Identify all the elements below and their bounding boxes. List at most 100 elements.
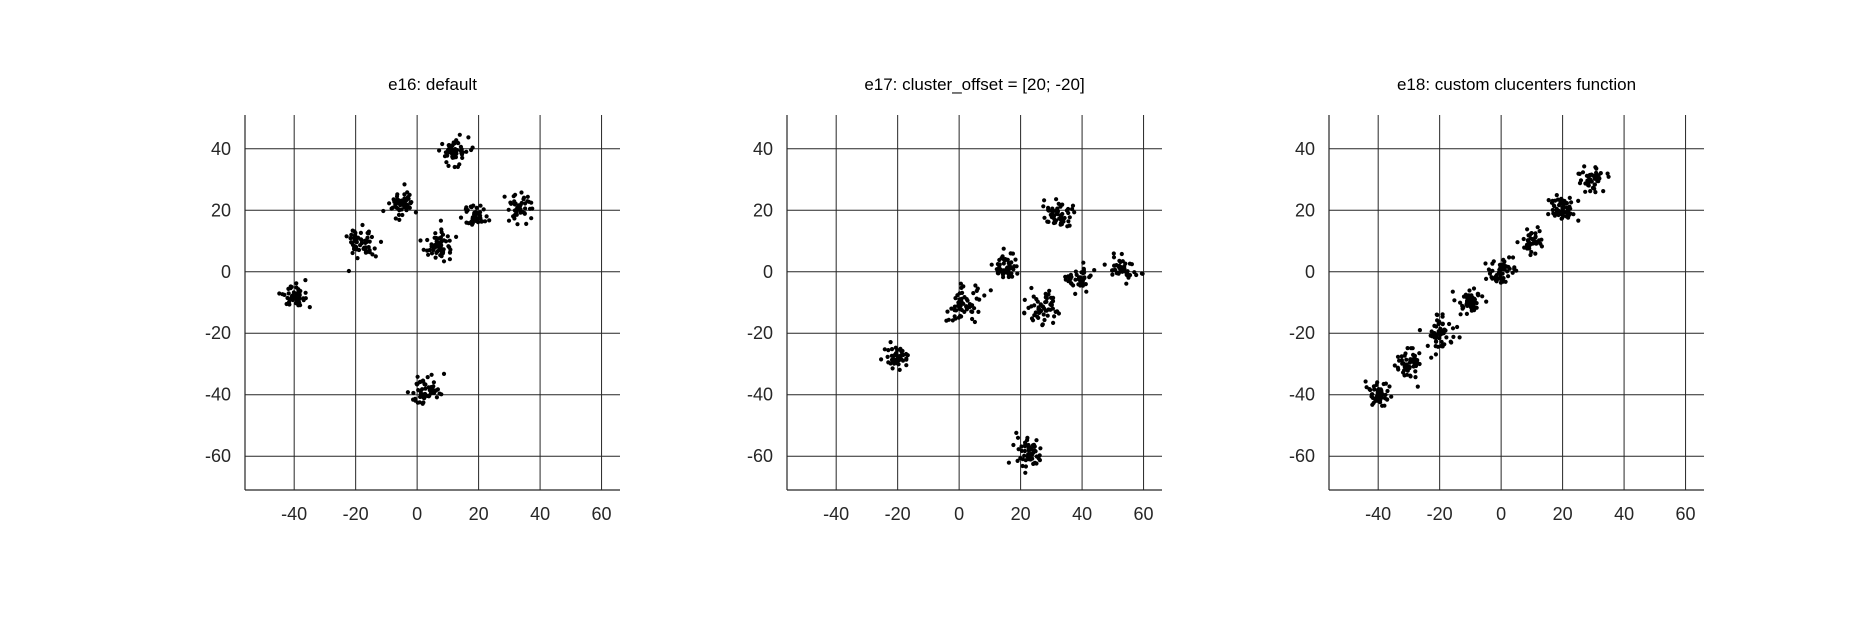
y-tick-label: 0: [763, 262, 773, 282]
data-point: [1061, 216, 1066, 221]
data-point: [1466, 302, 1471, 307]
data-point: [1066, 210, 1071, 216]
data-point: [971, 291, 976, 296]
data-point: [1389, 394, 1394, 399]
data-point: [1580, 170, 1586, 175]
data-point: [1535, 225, 1540, 230]
data-point: [1496, 270, 1501, 275]
data-point: [1063, 277, 1068, 282]
data-point: [1117, 263, 1122, 269]
data-point: [470, 145, 475, 150]
data-point: [1501, 257, 1506, 262]
data-point: [481, 207, 486, 212]
data-point: [1552, 213, 1557, 218]
data-point: [418, 238, 423, 243]
data-point: [1029, 285, 1034, 291]
data-point: [297, 293, 302, 298]
data-point: [450, 143, 455, 148]
data-point: [1460, 306, 1465, 311]
data-point: [1001, 261, 1006, 266]
data-point: [899, 356, 904, 362]
data-point: [1590, 173, 1596, 178]
data-point: [1554, 206, 1559, 212]
data-point: [900, 352, 905, 357]
data-point: [1583, 189, 1588, 194]
data-point: [1476, 293, 1481, 298]
data-point: [1562, 198, 1567, 204]
data-point: [1433, 352, 1438, 357]
data-point: [429, 372, 434, 377]
data-point: [1587, 172, 1592, 178]
data-point: [1486, 267, 1491, 272]
data-point: [1006, 460, 1012, 465]
data-point: [456, 141, 461, 146]
data-point: [888, 340, 893, 345]
data-point: [1455, 324, 1460, 330]
data-point: [1605, 171, 1610, 176]
data-point: [1111, 251, 1116, 256]
data-point: [421, 247, 426, 252]
data-point: [346, 268, 351, 274]
data-point: [1408, 374, 1413, 379]
data-point: [1036, 307, 1041, 312]
data-point: [294, 285, 299, 290]
data-point: [1026, 446, 1031, 451]
data-point: [1051, 295, 1056, 300]
data-point: [454, 234, 459, 239]
data-point: [1593, 190, 1598, 195]
data-point: [976, 309, 981, 314]
data-point: [413, 210, 418, 215]
data-point: [988, 288, 993, 293]
data-point: [1467, 288, 1472, 293]
data-point: [466, 135, 471, 140]
data-point: [439, 243, 444, 248]
y-tick-label: 20: [211, 200, 231, 220]
data-point: [958, 281, 964, 286]
data-point: [1043, 308, 1048, 313]
data-point: [1510, 270, 1515, 275]
data-point: [1417, 361, 1422, 367]
data-point: [1120, 259, 1125, 264]
data-point: [888, 361, 893, 366]
data-point: [440, 141, 445, 147]
data-point: [944, 318, 949, 323]
chart-title: e18: custom clucenters function: [1397, 75, 1636, 94]
data-point: [1450, 289, 1455, 294]
data-point: [1041, 204, 1046, 209]
data-point: [483, 219, 488, 224]
data-point: [882, 347, 887, 352]
data-point: [1047, 288, 1052, 293]
data-point: [1081, 260, 1086, 265]
data-point: [344, 234, 349, 239]
y-tick-label: 40: [1295, 139, 1315, 159]
data-point: [364, 239, 369, 245]
data-point: [1507, 255, 1512, 260]
x-tick-label: 60: [1676, 504, 1696, 524]
data-point: [1001, 246, 1006, 251]
data-point: [470, 215, 475, 220]
chart-title: e16: default: [388, 75, 477, 94]
data-point: [373, 254, 378, 259]
data-point: [895, 361, 900, 366]
data-point: [426, 252, 431, 257]
data-point: [1132, 270, 1137, 275]
data-point: [1550, 207, 1555, 213]
data-point: [1525, 227, 1530, 232]
data-point: [460, 155, 465, 160]
data-point: [1119, 251, 1124, 257]
data-point: [895, 348, 900, 353]
data-point: [1521, 236, 1526, 242]
data-point: [1559, 196, 1564, 201]
data-point: [1015, 458, 1020, 463]
data-point: [1044, 296, 1049, 301]
data-point: [1413, 369, 1418, 374]
data-point: [1372, 387, 1377, 392]
data-point: [1053, 220, 1058, 225]
data-point: [885, 354, 890, 359]
data-point: [1533, 231, 1538, 236]
y-tick-label: 40: [211, 139, 231, 159]
data-point: [418, 392, 423, 397]
data-point: [1022, 448, 1027, 454]
data-point: [510, 214, 516, 219]
data-point: [303, 296, 308, 301]
